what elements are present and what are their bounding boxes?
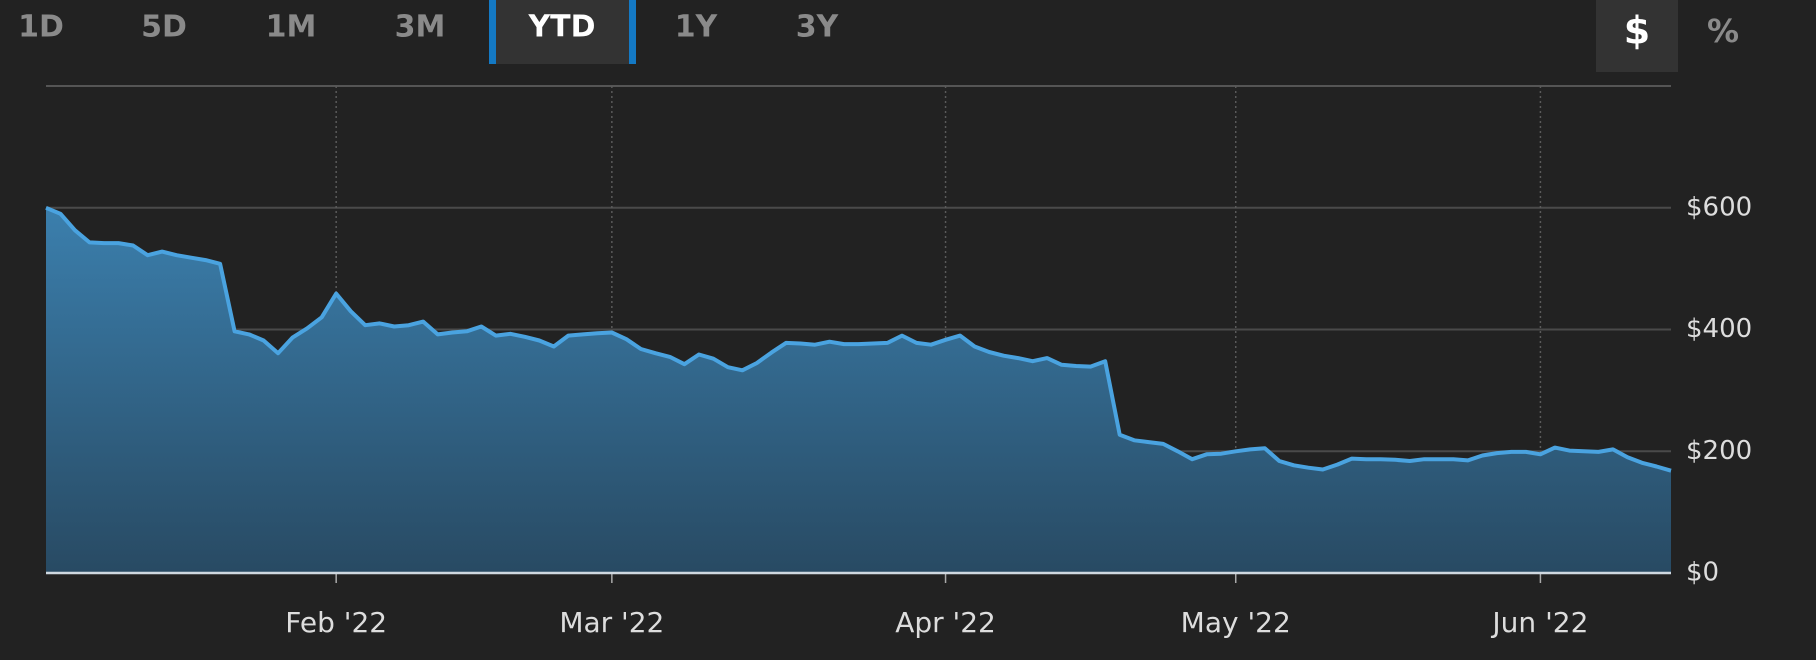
x-tick-label: Jun '22 [1490,606,1588,639]
y-tick-label: $600 [1686,192,1752,222]
selected-tab-bg [496,0,629,64]
x-tick-label: Apr '22 [895,606,996,639]
selected-tab-edge [489,0,496,64]
y-tick-label: $400 [1686,314,1752,344]
y-tick-label: $200 [1686,436,1752,466]
range-tab[interactable]: 1Y [675,10,719,45]
range-tab[interactable]: 1D [18,10,64,45]
x-tick-label: May '22 [1181,606,1291,639]
range-tab[interactable]: 3Y [796,10,840,45]
range-tab[interactable]: 3M [395,10,446,45]
y-tick-label: $0 [1686,558,1719,588]
line [45,205,1672,473]
range-tab[interactable]: 5D [141,10,187,45]
unit-tab[interactable]: % [1707,12,1739,50]
area [46,207,1671,574]
selected-tab-edge [629,0,636,64]
range-tab[interactable]: YTD [527,10,595,45]
x-tick-label: Feb '22 [285,606,387,639]
x-tick-label: Mar '22 [559,606,664,639]
selected-unit-bg [1596,0,1678,72]
unit-tab[interactable]: $ [1624,9,1650,53]
range-tab[interactable]: 1M [266,10,317,45]
